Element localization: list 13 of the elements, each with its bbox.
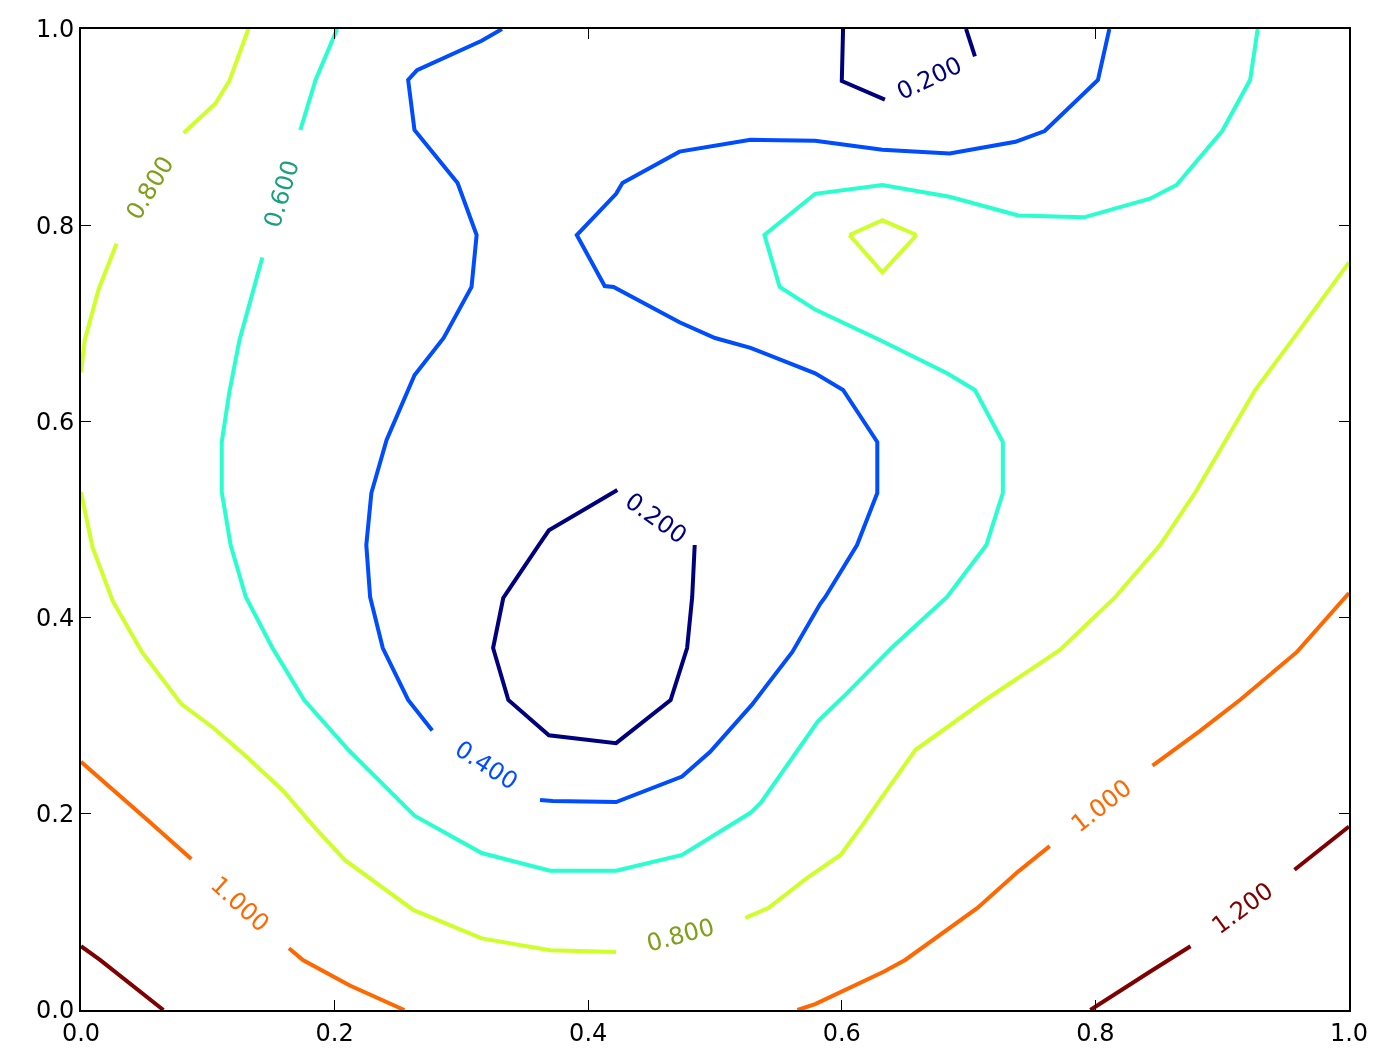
y-tick-label: 0.6 bbox=[36, 407, 75, 436]
y-tick-label: 0.8 bbox=[36, 211, 75, 240]
x-tick-label: 0.4 bbox=[569, 1018, 608, 1047]
y-tick-label: 0.4 bbox=[36, 604, 75, 632]
text: 0.800 bbox=[643, 912, 718, 958]
x-tick-label: 0.0 bbox=[61, 1018, 101, 1047]
y-tick-label: 0.2 bbox=[36, 800, 75, 829]
text: 0.600 bbox=[258, 156, 305, 231]
y-tick-label: 1.0 bbox=[36, 15, 75, 44]
x-tick-label: 0.2 bbox=[315, 1018, 354, 1047]
x-tick-label: 0.6 bbox=[822, 1018, 861, 1047]
x-tick-label: 0.8 bbox=[1076, 1018, 1115, 1047]
x-tick-label: 1.0 bbox=[1329, 1018, 1369, 1047]
